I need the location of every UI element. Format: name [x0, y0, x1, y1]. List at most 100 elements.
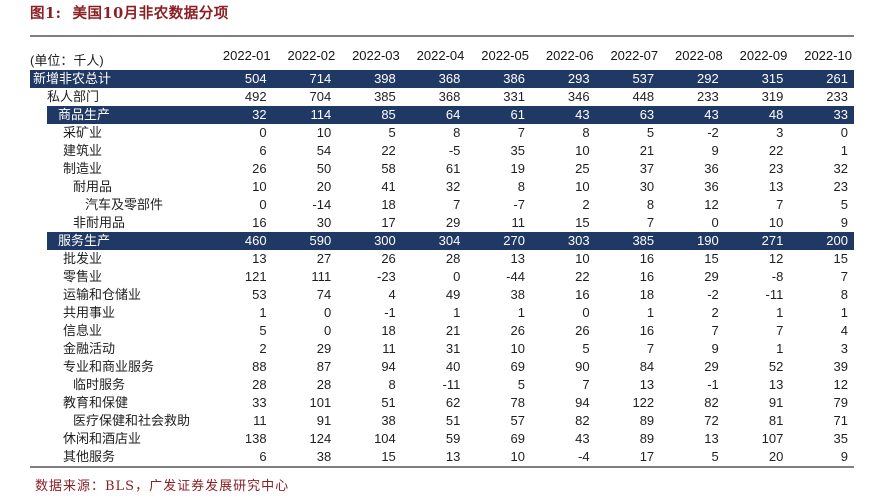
- value-cell: 32: [252, 107, 267, 122]
- value-cell: 5: [259, 323, 267, 338]
- value-cell: 69: [510, 359, 525, 374]
- value-cell: 9: [840, 449, 848, 464]
- table-row: 服务生产 460 590 300 304 270 303 385 190 271 200: [30, 232, 854, 250]
- value-cell: 91: [768, 395, 784, 410]
- value-cell: 121: [244, 269, 267, 284]
- table-row: 教育和保健 33 101 51 62 78 94 122 82 91 79: [30, 394, 854, 412]
- row-label: 批发业: [63, 251, 103, 266]
- value-cell: 292: [697, 71, 719, 86]
- value-cell: 385: [374, 89, 396, 104]
- figure-title: 图1: 美国10月非农数据分项: [30, 5, 229, 22]
- row-label: 金融活动: [63, 341, 116, 356]
- value-cell: 26: [575, 323, 590, 338]
- value-cell: 87: [316, 359, 332, 374]
- value-cell: 18: [381, 197, 396, 212]
- value-cell: 385: [632, 233, 655, 248]
- row-label: 采矿业: [63, 125, 103, 140]
- value-cell: 10: [252, 179, 267, 194]
- value-cell: 101: [309, 395, 332, 410]
- value-cell: 0: [323, 323, 332, 338]
- value-cell: 53: [252, 287, 267, 302]
- value-cell: 9: [711, 341, 719, 356]
- value-cell: -11: [442, 377, 461, 392]
- value-cell: -8: [771, 269, 784, 284]
- value-cell: 304: [438, 233, 461, 248]
- value-cell: 2: [582, 197, 590, 212]
- value-cell: 492: [244, 89, 267, 104]
- row-label: 共用事业: [63, 305, 116, 320]
- value-cell: 29: [316, 341, 332, 356]
- value-cell: 10: [510, 449, 525, 464]
- value-cell: 81: [768, 413, 784, 428]
- value-cell: 11: [382, 341, 396, 356]
- value-cell: 1: [776, 305, 784, 320]
- value-cell: 7: [776, 197, 784, 212]
- table-row: 汽车及零部件 0 -14 18 7 -7 2 8 12 7 5: [30, 196, 854, 214]
- table-row: 其他服务 6 38 15 13 10 -4 17 5 20 9: [30, 448, 854, 466]
- unit-label: (单位：千人): [30, 53, 104, 68]
- value-cell: -44: [506, 269, 525, 284]
- value-cell: 30: [639, 179, 655, 194]
- value-cell: 398: [374, 71, 396, 86]
- row-label: 服务生产: [58, 233, 111, 248]
- value-cell: 7: [582, 377, 590, 392]
- value-cell: 90: [575, 359, 590, 374]
- value-cell: 17: [639, 449, 655, 464]
- row-label: 耐用品: [73, 179, 113, 194]
- table-row: 批发业 13 27 26 28 13 10 16 15 12 15: [30, 250, 854, 268]
- table-row: 共用事业 1 0 -1 1 1 0 1 2 1 1: [30, 304, 854, 322]
- value-cell: 368: [438, 89, 461, 104]
- row-label: 非耐用品: [73, 215, 126, 230]
- value-cell: 261: [826, 71, 848, 86]
- value-cell: 10: [768, 215, 784, 230]
- value-cell: 21: [445, 323, 461, 338]
- value-cell: 590: [309, 233, 332, 248]
- value-cell: 20: [768, 449, 784, 464]
- value-cell: 8: [840, 287, 848, 302]
- value-cell: 5: [711, 449, 719, 464]
- value-cell: 15: [575, 215, 590, 230]
- value-cell: 2: [711, 305, 719, 320]
- value-cell: 51: [445, 413, 461, 428]
- value-cell: 7: [517, 125, 525, 140]
- value-cell: 36: [704, 179, 719, 194]
- value-cell: -14: [312, 197, 332, 212]
- value-cell: 79: [833, 395, 848, 410]
- value-cell: 29: [704, 359, 719, 374]
- table-row: 采矿业 0 10 5 8 7 8 5 -2 3 0: [30, 124, 854, 142]
- value-cell: 18: [639, 287, 655, 302]
- value-cell: 7: [646, 215, 655, 230]
- value-cell: 22: [768, 143, 784, 158]
- value-cell: 62: [445, 395, 461, 410]
- value-cell: -4: [578, 449, 590, 464]
- value-cell: 52: [768, 359, 784, 374]
- value-cell: 22: [575, 269, 590, 284]
- value-cell: 10: [316, 125, 332, 140]
- value-cell: 89: [639, 413, 655, 428]
- row-label: 休闲和酒店业: [63, 431, 142, 446]
- value-cell: 5: [388, 125, 396, 140]
- value-cell: 30: [316, 215, 332, 230]
- value-cell: 13: [704, 431, 719, 446]
- table-body: 新增非农总计 504 714 398 368 386 293 537 292 315 261 私人部门…: [30, 70, 854, 466]
- value-cell: 16: [639, 323, 655, 338]
- table-row: 运输和仓储业 53 74 4 49 38 16 18 -2 -11 8: [30, 286, 854, 304]
- value-cell: 4: [840, 323, 848, 338]
- value-cell: 49: [445, 287, 461, 302]
- value-cell: 6: [259, 143, 267, 158]
- data-source-note: 数据来源：BLS，广发证券发展研究中心: [35, 479, 290, 494]
- value-cell: -2: [707, 287, 719, 302]
- value-cell: 0: [259, 125, 267, 140]
- value-cell: 300: [374, 233, 396, 248]
- value-cell: 57: [510, 413, 525, 428]
- value-cell: 10: [575, 143, 590, 158]
- value-cell: 6: [259, 449, 267, 464]
- value-cell: 271: [761, 233, 784, 248]
- value-cell: 8: [646, 197, 655, 212]
- table-row: 专业和商业服务 88 87 94 40 69 90 84 29 52 39: [30, 358, 854, 376]
- value-cell: 94: [575, 395, 590, 410]
- value-cell: 122: [632, 395, 655, 410]
- row-label: 医疗保健和社会救助: [73, 413, 191, 428]
- value-cell: 12: [833, 377, 848, 392]
- value-cell: 16: [639, 269, 655, 284]
